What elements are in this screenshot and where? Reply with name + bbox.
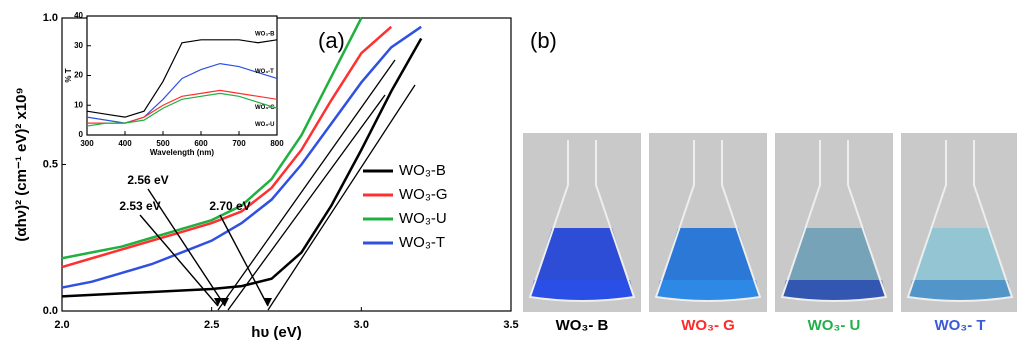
flask-bottom [656,280,760,301]
x-tick-label: 300 [80,139,94,148]
data-line [86,92,278,127]
flask-bottom [530,280,634,301]
flask-bottom [782,280,886,301]
legend-label: WO₃-U [399,210,447,227]
y-tick-label: 1.0 [43,12,58,24]
x-tick-label: 700 [232,139,246,148]
annotation: 2.53 eV [119,199,160,213]
annotation-arrow [147,188,226,307]
flask-bottom [908,280,1012,301]
flask-outline [780,140,888,302]
series-label: WO₃-G [255,105,275,111]
y-tick-label: 20 [74,71,83,80]
legend-label: WO₃-T [399,234,445,251]
legend-label: WO₃-B [399,162,446,179]
series-label: WO₃-T [255,69,274,75]
data-line [86,39,278,118]
x-tick-label: 2.5 [204,319,219,331]
photo-caption: WO₃- U [808,317,861,334]
legend-label: WO₃-G [399,186,448,203]
photo-panel: WO₃- B WO₃- G WO₃- U WO₃- T [523,133,1017,334]
x-tick-label: 2.0 [54,319,69,331]
annotation-arrow [219,214,269,307]
series-label: WO₃-B [255,31,275,37]
panel-label: (a) [318,28,345,53]
arrow-head [264,298,272,306]
arrow-head [214,298,222,306]
flask-outline [906,140,1014,302]
y-tick-label: 30 [74,41,83,50]
annotation: 2.70 eV [209,199,250,213]
y-tick-label: 0.5 [43,158,58,170]
x-tick-label: 600 [194,139,208,148]
photo-caption: WO₃- G [681,317,735,334]
x-tick-label: 800 [270,139,284,148]
inset-background [87,16,277,135]
y-axis-label: % T [64,68,73,82]
flask-outline [528,140,636,302]
x-tick-label: 400 [118,139,132,148]
data-line [61,25,422,289]
data-line [61,37,423,298]
series-label: WO₃-U [255,122,274,128]
panel-label: (b) [530,28,557,53]
x-tick-label: 3.0 [354,319,369,331]
arrow-head [221,298,229,306]
flask-outline [654,140,762,302]
y-tick-label: 10 [74,100,83,109]
x-tick-label: 3.5 [503,319,518,331]
x-axis-label: Wavelength (nm) [150,148,214,157]
photo-caption: WO₃- T [934,317,985,334]
data-line [86,62,278,124]
x-axis-label: hυ (eV) [251,324,301,341]
photo-caption: WO₃- B [556,317,609,334]
y-tick-label: 40 [74,11,83,20]
annotation-arrow [139,214,219,307]
y-tick-label: 0.0 [43,305,58,317]
data-line [61,17,363,260]
data-line [61,25,393,269]
x-tick-label: 500 [156,139,170,148]
y-tick-label: 0 [79,130,84,139]
annotation: 2.56 eV [127,173,168,187]
y-axis-label: (αhν)² (cm⁻¹ eV)² x10⁹ [13,87,30,241]
